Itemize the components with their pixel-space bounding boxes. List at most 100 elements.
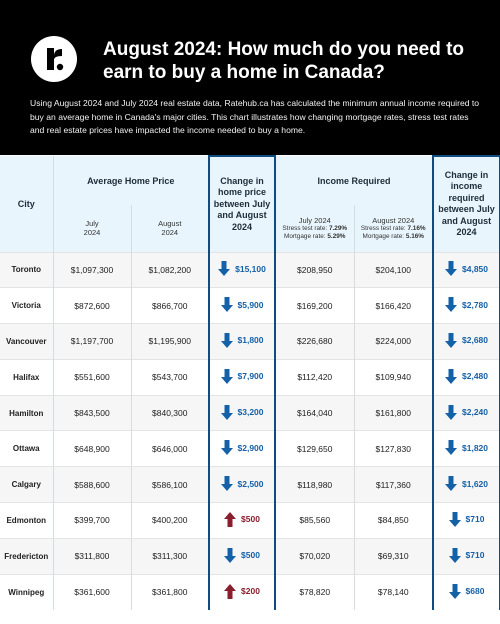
income-august-cell: $204,100: [354, 251, 434, 288]
change-value: $2,780: [462, 299, 489, 310]
city-cell: Halifax: [0, 358, 54, 396]
change-value: $710: [465, 514, 485, 525]
price-july-cell: $399,700: [53, 502, 132, 539]
arrow-down-icon: [445, 332, 458, 348]
arrow-down-icon: [448, 547, 461, 563]
price-change-cell: $500: [208, 502, 276, 539]
price-august-cell: $840,300: [131, 394, 210, 431]
income-july-cell: $169,200: [275, 287, 355, 324]
arrow-down-icon: [445, 368, 458, 384]
arrow-down-icon: [445, 440, 458, 456]
income-august-header: August 2024 Stress test rate: 7.16% Mort…: [354, 205, 434, 252]
income-july-cell: $208,950: [275, 251, 355, 288]
price-change-header: Change in home price between July and Au…: [208, 155, 276, 252]
price-july-cell: $648,900: [53, 430, 132, 467]
price-group-header: Average Home Price: [53, 156, 210, 205]
price-july-cell: $361,600: [53, 573, 132, 610]
income-change-cell: $1,620: [432, 466, 500, 503]
income-change-cell: $2,780: [432, 287, 500, 324]
change-value: $500: [241, 550, 260, 561]
price-july-cell: $872,600: [53, 287, 132, 324]
price-august-cell: $1,082,200: [131, 251, 210, 288]
income-change-cell: $1,820: [432, 430, 500, 467]
income-july-cell: $70,020: [275, 537, 355, 575]
price-july-cell: $311,800: [53, 537, 132, 575]
change-value: $15,100: [235, 263, 266, 274]
city-cell: Toronto: [0, 251, 54, 288]
change-value: $7,900: [237, 371, 264, 382]
arrow-down-icon: [220, 476, 233, 492]
change-value: $2,480: [462, 371, 489, 382]
price-change-cell: $3,200: [208, 394, 276, 431]
income-august-cell: $117,360: [354, 466, 434, 503]
arrow-down-icon: [220, 297, 233, 313]
table-row: Fredericton $311,800 $311,300 $500 $70,020 $6…: [0, 537, 500, 575]
income-august-cell: $84,850: [354, 502, 434, 539]
income-july-cell: $78,820: [275, 573, 355, 610]
income-change-cell: $4,850: [432, 251, 500, 288]
city-cell: Ottawa: [0, 430, 54, 467]
income-change-cell: $2,680: [432, 323, 500, 360]
change-value: $1,800: [237, 335, 264, 346]
income-august-cell: $161,800: [354, 394, 434, 431]
arrow-up-icon: [224, 511, 237, 527]
change-value: $710: [465, 550, 485, 561]
income-change-cell: $710: [432, 502, 500, 539]
price-change-cell: $1,800: [208, 323, 276, 360]
table-row: Winnipeg $361,600 $361,800 $200 $78,820 $78,1…: [0, 573, 500, 610]
price-change-cell: $5,900: [208, 287, 276, 324]
change-value: $2,680: [462, 335, 489, 346]
city-cell: Edmonton: [0, 502, 54, 539]
price-july-cell: $843,500: [53, 394, 132, 431]
table-row: Halifax $551,600 $543,700 $7,900 $112,420 $10…: [0, 358, 500, 396]
price-august-cell: $586,100: [131, 466, 210, 503]
page-title: August 2024: How much do you need to ear…: [103, 39, 465, 83]
arrow-down-icon: [220, 332, 233, 348]
income-change-cell: $680: [432, 573, 500, 610]
table-row: Victoria $872,600 $866,700 $5,900 $169,200 $1…: [0, 287, 500, 324]
change-value: $4,850: [462, 263, 489, 274]
city-cell: Winnipeg: [0, 573, 54, 610]
arrow-down-icon: [220, 440, 233, 456]
price-july-cell: $1,197,700: [53, 323, 132, 360]
table-row: Edmonton $399,700 $400,200 $500 $85,560 $84,8…: [0, 502, 500, 539]
change-value: $1,820: [462, 442, 489, 453]
change-value: $680: [465, 586, 485, 597]
arrow-down-icon: [220, 368, 233, 384]
income-july-cell: $112,420: [275, 358, 355, 396]
arrow-up-icon: [224, 583, 237, 599]
change-value: $2,240: [462, 407, 489, 418]
table-row: Ottawa $648,900 $646,000 $2,900 $129,650 $127…: [0, 430, 500, 467]
arrow-down-icon: [445, 476, 458, 492]
city-cell: Hamilton: [0, 394, 54, 431]
income-july-cell: $85,560: [275, 502, 355, 539]
city-cell: Fredericton: [0, 537, 54, 575]
header-banner: August 2024: How much do you need to ear…: [0, 0, 500, 155]
price-july-cell: $1,097,300: [53, 251, 132, 288]
price-change-cell: $200: [208, 573, 276, 610]
income-july-cell: $164,040: [275, 394, 355, 431]
ratehub-logo: [31, 36, 77, 82]
income-change-cell: $2,240: [432, 394, 500, 431]
income-change-cell: $710: [432, 537, 500, 575]
table-row: Hamilton $843,500 $840,300 $3,200 $164,040 $1…: [0, 394, 500, 431]
change-value: $200: [241, 586, 260, 597]
arrow-down-icon: [448, 583, 461, 599]
price-change-cell: $7,900: [208, 358, 276, 396]
income-group-header: Income Required: [275, 156, 434, 205]
change-value: $2,500: [237, 478, 264, 489]
city-cell: Victoria: [0, 287, 54, 324]
price-august-cell: $543,700: [131, 358, 210, 396]
table-row: Toronto $1,097,300 $1,082,200 $15,100 $208,9…: [0, 251, 500, 288]
price-august-cell: $361,800: [131, 573, 210, 610]
income-table: City Average Home Price Change in home p…: [0, 155, 500, 624]
table-row: Calgary $588,600 $586,100 $2,500 $118,980 $11…: [0, 466, 500, 503]
price-july-cell: $588,600: [53, 466, 132, 503]
price-change-cell: $2,900: [208, 430, 276, 467]
income-august-cell: $127,830: [354, 430, 434, 467]
price-change-cell: $500: [208, 537, 276, 575]
arrow-down-icon: [224, 547, 237, 563]
income-august-cell: $78,140: [354, 573, 434, 610]
arrow-down-icon: [445, 297, 458, 313]
arrow-down-icon: [445, 404, 458, 420]
